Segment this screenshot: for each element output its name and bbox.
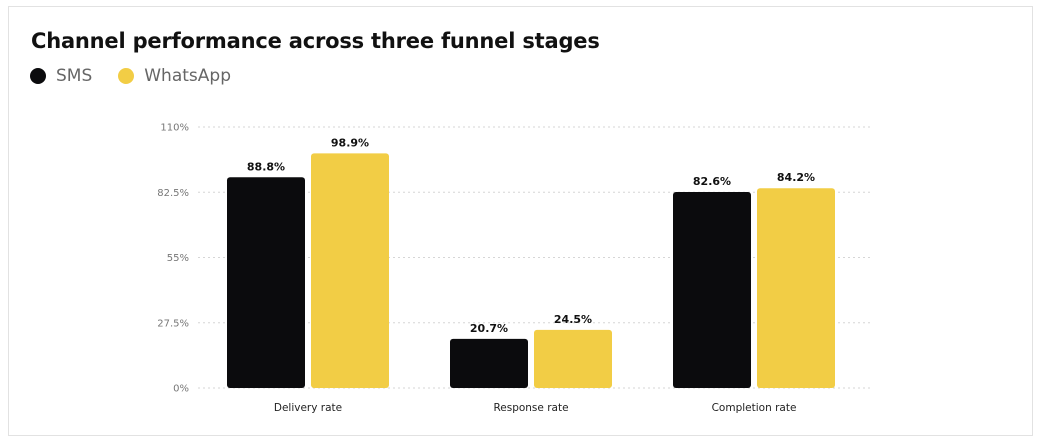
x-category-label: Response rate xyxy=(493,402,568,414)
legend-item-sms[interactable]: SMS xyxy=(30,66,92,86)
bar-sms-0[interactable] xyxy=(227,177,305,388)
legend-label-sms: SMS xyxy=(56,66,93,86)
bars xyxy=(227,153,835,388)
x-category-label: Delivery rate xyxy=(274,402,342,414)
y-tick-label: 110% xyxy=(160,123,189,134)
chart-title: Channel performance across three funnel … xyxy=(31,29,600,53)
x-axis-categories: Delivery rate Response rate Completion rat… xyxy=(274,402,797,414)
data-label: 24.5% xyxy=(554,313,592,326)
legend: SMS WhatsApp xyxy=(30,66,257,86)
legend-swatch-whatsapp xyxy=(118,68,135,84)
y-tick-label: 82.5% xyxy=(157,188,189,199)
legend-label-whatsapp: WhatsApp xyxy=(144,66,231,86)
data-labels: 88.8% 98.9% 20.7% 24.5% 82.6% 84.2% xyxy=(247,136,815,335)
legend-swatch-sms xyxy=(30,68,46,84)
y-axis-ticks: 0% 27.5% 55% 82.5% 110% xyxy=(157,123,189,395)
y-tick-label: 27.5% xyxy=(157,318,189,329)
data-label: 20.7% xyxy=(470,322,508,335)
legend-item-whatsapp[interactable]: WhatsApp xyxy=(118,66,231,86)
bar-sms-2[interactable] xyxy=(673,192,751,388)
data-label: 98.9% xyxy=(331,136,369,149)
data-label: 84.2% xyxy=(777,171,815,184)
x-category-label: Completion rate xyxy=(712,402,797,414)
data-label: 88.8% xyxy=(247,160,285,173)
y-tick-label: 55% xyxy=(167,253,189,264)
bar-sms-1[interactable] xyxy=(450,338,528,388)
y-tick-label: 0% xyxy=(173,384,189,395)
bar-whatsapp-2[interactable] xyxy=(757,188,835,388)
data-label: 82.6% xyxy=(693,175,731,188)
bar-whatsapp-1[interactable] xyxy=(534,329,612,388)
bar-whatsapp-0[interactable] xyxy=(311,153,389,388)
